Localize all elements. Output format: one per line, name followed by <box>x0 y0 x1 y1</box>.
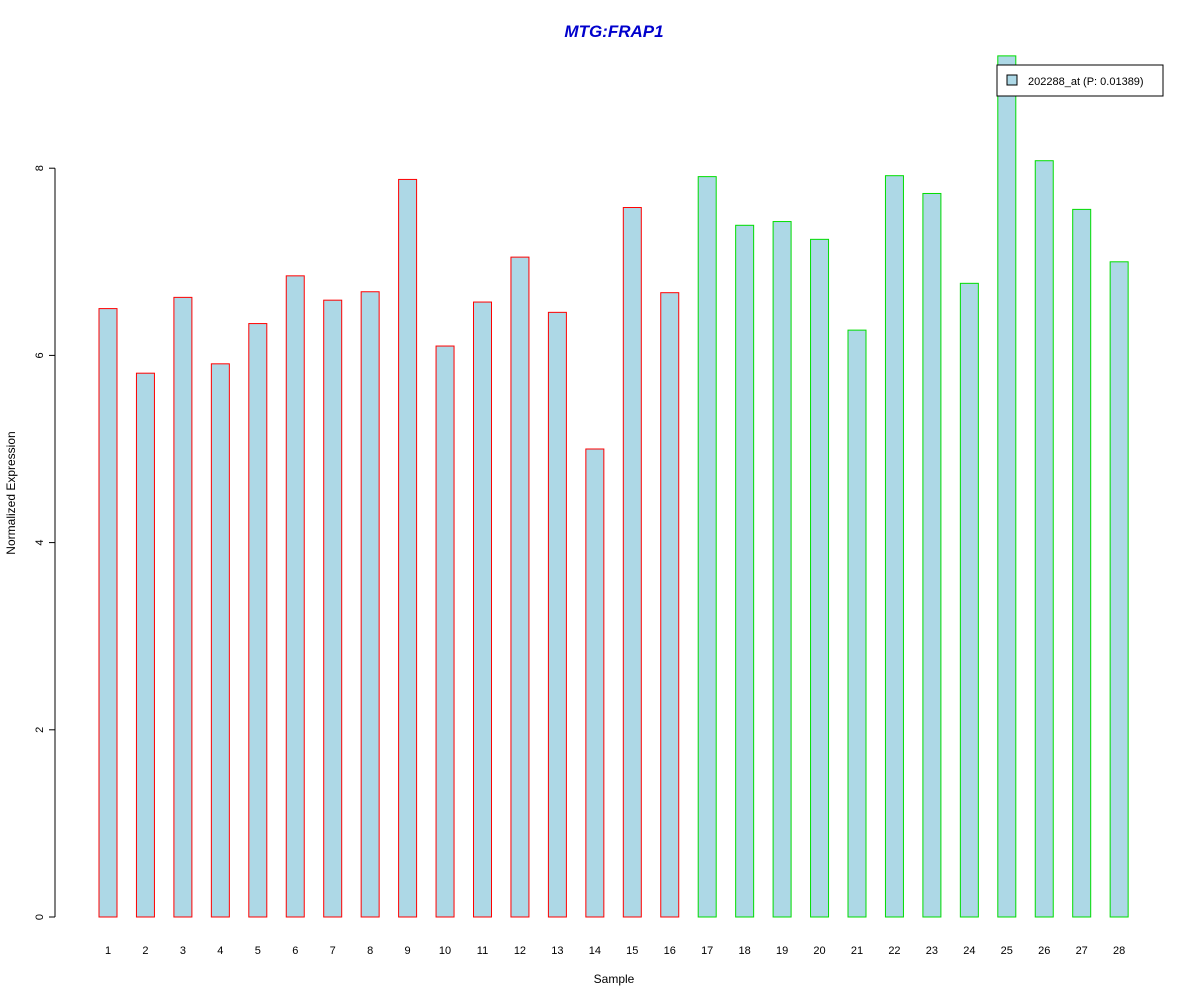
bar <box>210 363 230 918</box>
legend-label: 202288_at (P: 0.01389) <box>1028 76 1144 88</box>
x-tick-label: 17 <box>701 945 713 957</box>
legend-box <box>996 64 1164 97</box>
y-axis-title: Normalized Expression <box>4 431 18 554</box>
legend: 202288_at (P: 0.01389) <box>996 64 1164 97</box>
x-tick-label: 21 <box>851 945 863 957</box>
x-tick-label: 26 <box>1038 945 1050 957</box>
bar <box>398 178 418 918</box>
bar <box>847 329 867 918</box>
y-tick-label: 2 <box>34 727 46 733</box>
bar <box>1034 160 1054 918</box>
bar <box>660 292 680 918</box>
x-tick-label: 5 <box>255 945 261 957</box>
bar <box>772 221 792 918</box>
x-tick-label: 2 <box>142 945 148 957</box>
x-tick-label: 10 <box>439 945 451 957</box>
x-tick-label: 13 <box>551 945 563 957</box>
x-tick-label: 23 <box>926 945 938 957</box>
x-tick-label: 20 <box>813 945 825 957</box>
x-axis-title: Sample <box>594 972 635 986</box>
x-tick-label: 28 <box>1113 945 1125 957</box>
y-tick-label: 8 <box>34 165 46 171</box>
x-tick-label: 14 <box>589 945 601 957</box>
bar <box>735 224 755 918</box>
x-tick-label: 4 <box>217 945 223 957</box>
y-tick-label: 6 <box>34 352 46 358</box>
bar <box>285 275 305 918</box>
x-tick-label: 12 <box>514 945 526 957</box>
bar <box>997 55 1017 918</box>
bar <box>959 282 979 918</box>
bar <box>922 192 942 918</box>
x-tick-label: 1 <box>105 945 111 957</box>
x-tick-label: 22 <box>888 945 900 957</box>
x-tick-label: 19 <box>776 945 788 957</box>
chart-title: MTG:FRAP1 <box>564 22 663 41</box>
bar <box>585 448 605 918</box>
bar <box>697 176 717 918</box>
bar <box>1109 261 1129 918</box>
x-tick-label: 7 <box>330 945 336 957</box>
x-tick-label: 11 <box>477 945 488 957</box>
bar <box>547 311 567 918</box>
x-tick-label: 25 <box>1001 945 1013 957</box>
x-tick-label: 6 <box>292 945 298 957</box>
y-tick-label: 0 <box>34 914 46 920</box>
y-axis: 0 2 4 6 8 <box>34 165 56 920</box>
bar <box>323 299 343 918</box>
bar <box>810 238 830 918</box>
bar <box>1072 208 1092 918</box>
bar <box>510 256 530 918</box>
bar <box>98 308 118 918</box>
x-tick-label: 8 <box>367 945 373 957</box>
bars-group <box>98 55 1129 918</box>
bar <box>248 323 268 918</box>
x-tick-label: 9 <box>405 945 411 957</box>
bar <box>473 301 492 918</box>
bar <box>135 372 155 918</box>
bar <box>884 175 904 918</box>
x-tick-label: 24 <box>963 945 975 957</box>
bar <box>435 345 455 918</box>
bar <box>173 296 193 918</box>
y-tick-label: 4 <box>34 540 46 546</box>
bar <box>360 291 380 918</box>
x-tick-label: 27 <box>1076 945 1088 957</box>
x-tick-labels: 1 2 3 4 5 6 7 8 9 10 11 12 13 14 15 16 17 18 19 20 21 22 23 24 2… <box>105 945 1125 957</box>
x-tick-label: 15 <box>626 945 638 957</box>
x-tick-label: 3 <box>180 945 186 957</box>
legend-swatch <box>1006 74 1018 86</box>
x-tick-label: 18 <box>739 945 751 957</box>
x-tick-label: 16 <box>664 945 676 957</box>
bar <box>622 207 642 918</box>
